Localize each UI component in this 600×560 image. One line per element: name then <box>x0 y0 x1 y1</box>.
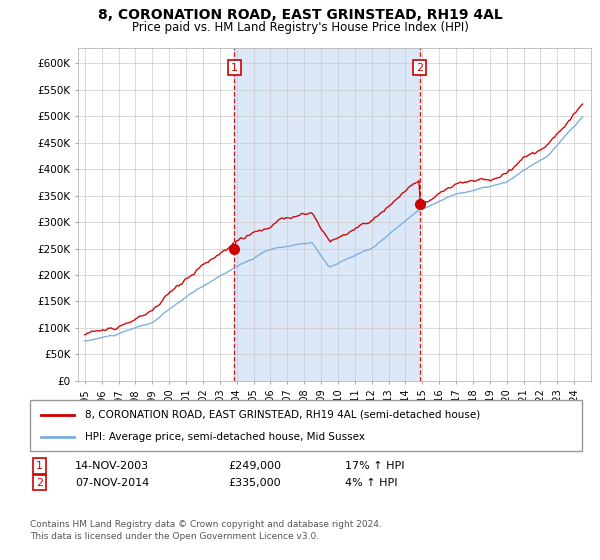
Text: 17% ↑ HPI: 17% ↑ HPI <box>345 461 404 471</box>
Text: £249,000: £249,000 <box>228 461 281 471</box>
FancyBboxPatch shape <box>30 400 582 451</box>
Text: 1: 1 <box>231 63 238 73</box>
Text: £335,000: £335,000 <box>228 478 281 488</box>
Text: 1: 1 <box>36 461 43 471</box>
Text: 8, CORONATION ROAD, EAST GRINSTEAD, RH19 4AL: 8, CORONATION ROAD, EAST GRINSTEAD, RH19… <box>98 8 502 22</box>
Text: 2: 2 <box>36 478 43 488</box>
Text: 4% ↑ HPI: 4% ↑ HPI <box>345 478 398 488</box>
Text: Price paid vs. HM Land Registry's House Price Index (HPI): Price paid vs. HM Land Registry's House … <box>131 21 469 34</box>
Text: This data is licensed under the Open Government Licence v3.0.: This data is licensed under the Open Gov… <box>30 532 319 541</box>
Text: HPI: Average price, semi-detached house, Mid Sussex: HPI: Average price, semi-detached house,… <box>85 432 365 442</box>
Text: Contains HM Land Registry data © Crown copyright and database right 2024.: Contains HM Land Registry data © Crown c… <box>30 520 382 529</box>
Text: 2: 2 <box>416 63 423 73</box>
Text: 07-NOV-2014: 07-NOV-2014 <box>75 478 149 488</box>
Text: 8, CORONATION ROAD, EAST GRINSTEAD, RH19 4AL (semi-detached house): 8, CORONATION ROAD, EAST GRINSTEAD, RH19… <box>85 409 481 419</box>
Bar <box>235 48 420 381</box>
Text: 14-NOV-2003: 14-NOV-2003 <box>75 461 149 471</box>
